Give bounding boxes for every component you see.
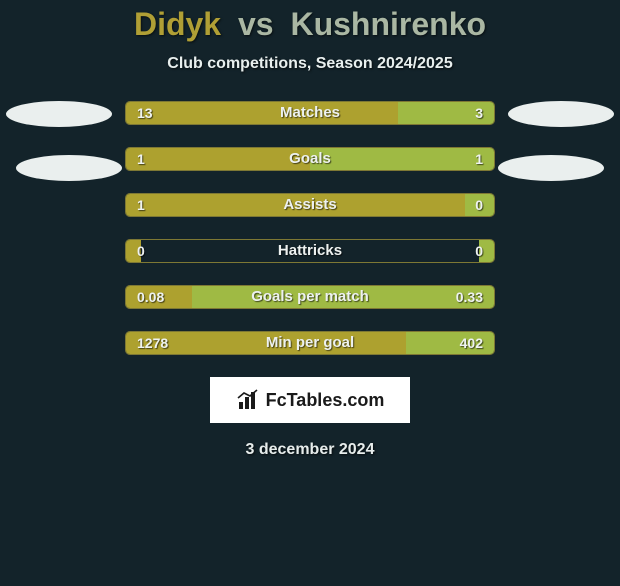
- stat-value-left: 13: [137, 101, 153, 125]
- stat-label: Min per goal: [125, 331, 495, 355]
- date-label: 3 december 2024: [0, 441, 620, 459]
- stat-row: Assists1 0: [125, 193, 495, 217]
- stat-row: Min per goal1278 402: [125, 331, 495, 355]
- stat-value-left: 0.08: [137, 285, 164, 309]
- content-area: Matches133Goals11Assists10Hattricks00Goa…: [0, 101, 620, 355]
- stat-value-left: 0: [137, 239, 145, 263]
- vs-label: vs: [238, 6, 274, 42]
- player-marker-ellipse: [498, 155, 604, 181]
- logo-text: FcTables.com: [266, 390, 385, 411]
- stat-value-right: 0.33: [456, 285, 483, 309]
- stat-value-right: 0: [475, 193, 483, 217]
- stat-value-right: 0: [475, 239, 483, 263]
- stat-label: Matches: [125, 101, 495, 125]
- stat-row: Goals per match0.08 0.33: [125, 285, 495, 309]
- subtitle: Club competitions, Season 2024/2025: [0, 55, 620, 73]
- stat-label: Goals: [125, 147, 495, 171]
- stat-value-right: 402: [460, 331, 483, 355]
- stat-label: Goals per match: [125, 285, 495, 309]
- stat-value-left: 1: [137, 193, 145, 217]
- stat-value-right: 1: [475, 147, 483, 171]
- player-marker-ellipse: [16, 155, 122, 181]
- stat-label: Assists: [125, 193, 495, 217]
- stat-value-left: 1278: [137, 331, 168, 355]
- player-marker-ellipse: [508, 101, 614, 127]
- player2-name: Kushnirenko: [290, 6, 486, 42]
- chart-icon: [236, 388, 260, 412]
- player1-name: Didyk: [134, 6, 221, 42]
- stat-value-left: 1: [137, 147, 145, 171]
- source-logo: FcTables.com: [210, 377, 410, 423]
- stat-row: Matches13 3: [125, 101, 495, 125]
- stat-row: Hattricks0 0: [125, 239, 495, 263]
- stat-row: Goals1 1: [125, 147, 495, 171]
- stat-label: Hattricks: [125, 239, 495, 263]
- player-marker-ellipse: [6, 101, 112, 127]
- stat-value-right: 3: [475, 101, 483, 125]
- comparison-title: Didyk vs Kushnirenko: [0, 6, 620, 43]
